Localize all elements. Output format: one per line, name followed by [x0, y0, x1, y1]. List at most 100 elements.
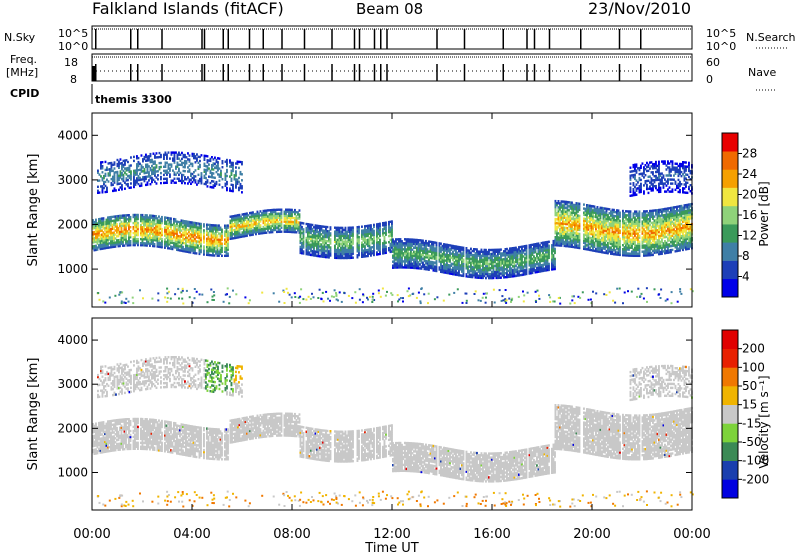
power-cell [367, 228, 369, 232]
power-cell [123, 214, 126, 217]
power-cell [140, 242, 142, 245]
power-cell [99, 245, 102, 249]
power-cell [212, 252, 214, 255]
power-cell [203, 241, 205, 244]
power-cell [335, 234, 338, 238]
power-cell [110, 223, 112, 227]
power-cell [450, 248, 453, 251]
power-cell [237, 214, 239, 217]
power-cell [209, 243, 211, 247]
power-cell [307, 231, 309, 234]
power-cell [414, 244, 417, 248]
power-cell [449, 268, 451, 271]
power-cell [152, 220, 154, 224]
power-cell [341, 238, 344, 242]
power-cell [317, 240, 320, 244]
power-cell [317, 254, 320, 258]
power-cell [96, 234, 99, 237]
power-cell [215, 226, 217, 229]
power-cell [96, 228, 99, 231]
power-cell [295, 219, 298, 222]
power-cell [267, 221, 269, 224]
power-cell [311, 233, 314, 237]
power-cell [141, 230, 144, 233]
power-cell [277, 212, 280, 215]
power-cell [120, 230, 123, 234]
power-cell [453, 263, 456, 266]
power-cell [349, 246, 351, 250]
power-cell [317, 248, 320, 252]
power-cell [468, 251, 471, 254]
power-cell [428, 242, 430, 245]
power-cell [173, 246, 175, 249]
power-cell [180, 219, 183, 222]
power-cell [385, 225, 387, 228]
power-cell [194, 225, 196, 229]
power-cell [128, 216, 130, 219]
power-cell [93, 226, 96, 230]
power-cell [337, 234, 339, 238]
power-cell [319, 233, 321, 236]
power-cell [218, 250, 220, 253]
power-cell [429, 244, 432, 248]
power-cell [246, 228, 248, 231]
power-cell [165, 226, 168, 230]
power-cell [426, 254, 429, 257]
power-cell [465, 273, 468, 276]
power-cell [398, 262, 400, 265]
power-cell [164, 232, 166, 235]
power-cell [102, 247, 105, 250]
power-cell [294, 210, 296, 214]
power-cell [473, 274, 475, 277]
power-cell [417, 247, 420, 250]
power-cell [250, 215, 253, 219]
power-cell [168, 247, 171, 250]
power-cell [301, 242, 303, 245]
power-cell [447, 254, 450, 257]
power-cell [165, 240, 168, 244]
power-cell [250, 217, 253, 221]
power-cell [173, 222, 175, 225]
power-cell [446, 251, 448, 255]
power-cell [194, 231, 196, 235]
power-cell [476, 266, 478, 269]
power-cell [246, 226, 248, 229]
power-cell [203, 251, 205, 254]
power-cell [140, 227, 142, 231]
power-cell [291, 220, 293, 224]
power-cell [102, 241, 105, 244]
power-cell [159, 237, 162, 241]
power-cell [385, 249, 387, 253]
power-cell [203, 223, 205, 226]
power-cell [379, 246, 381, 250]
power-cell [147, 230, 150, 233]
power-cell [379, 226, 381, 230]
power-cell [368, 236, 371, 239]
power-cell [244, 216, 247, 220]
power-cell [129, 242, 132, 245]
power-cell [468, 271, 471, 274]
power-cell [385, 247, 387, 251]
power-cell [209, 245, 211, 249]
power-cell [297, 227, 299, 230]
power-cell [209, 249, 211, 253]
power-cell [393, 254, 396, 257]
power-cell [176, 230, 178, 234]
power-cell [449, 258, 451, 261]
power-cell [111, 237, 114, 241]
power-cell [416, 262, 418, 266]
power-cell [314, 252, 317, 255]
power-cell [213, 224, 216, 227]
power-cell [557, 200, 560, 203]
power-cell [434, 267, 436, 270]
power-cell [440, 264, 442, 268]
power-cell [320, 237, 323, 240]
power-cell [119, 216, 121, 220]
power-cell [123, 234, 126, 237]
power-cell [285, 218, 287, 221]
power-cell [319, 255, 321, 258]
power-cell [317, 224, 320, 228]
power-cell [173, 232, 175, 235]
power-cell [227, 230, 229, 233]
power-cell [344, 242, 347, 246]
